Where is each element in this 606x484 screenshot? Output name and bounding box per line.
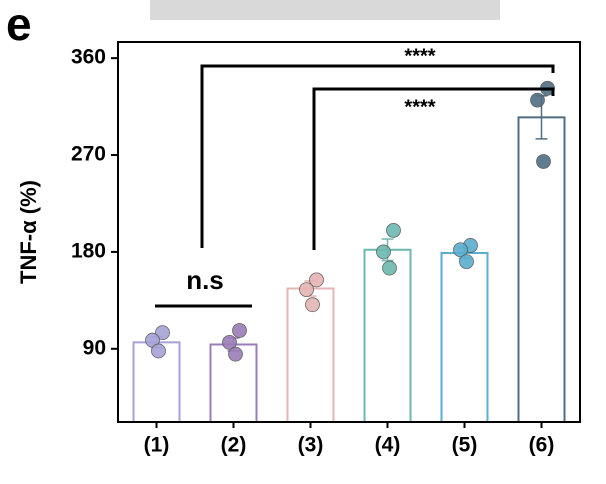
data-point xyxy=(151,343,166,359)
significance-bracket xyxy=(312,87,555,250)
annotation: n.s xyxy=(186,265,224,295)
x-tick-label: (2) xyxy=(221,434,247,457)
annotation: **** xyxy=(404,45,435,67)
data-point xyxy=(536,154,551,169)
y-tick-label: 90 xyxy=(83,336,106,359)
plot-frame xyxy=(117,41,581,423)
x-tick-label: (1) xyxy=(144,434,170,457)
data-point xyxy=(376,244,391,260)
data-point xyxy=(155,325,170,341)
data-point xyxy=(382,260,397,276)
panel-label: e xyxy=(6,0,32,50)
y-tick-label: 270 xyxy=(71,143,106,166)
y-tick-label: 180 xyxy=(71,239,106,262)
x-tick-label: (3) xyxy=(298,434,324,457)
y-axis-label: TNF-α (%) xyxy=(16,180,41,284)
bar xyxy=(363,248,412,423)
annotation: **** xyxy=(404,96,435,118)
data-point xyxy=(305,297,320,313)
y-tick-label: 360 xyxy=(71,46,106,69)
data-point xyxy=(309,272,324,288)
data-point xyxy=(228,346,243,362)
x-tick-label: (6) xyxy=(529,434,555,457)
x-tick-label: (4) xyxy=(375,434,401,457)
data-point xyxy=(299,282,314,297)
x-tick-label: (5) xyxy=(452,434,478,457)
significance-bracket xyxy=(200,64,555,248)
data-point xyxy=(453,242,468,258)
data-point xyxy=(232,323,247,338)
data-point xyxy=(386,222,401,238)
data-point xyxy=(222,334,237,350)
bar xyxy=(440,251,489,423)
data-point xyxy=(459,254,474,270)
header-bar xyxy=(150,0,500,20)
data-point xyxy=(530,92,545,108)
